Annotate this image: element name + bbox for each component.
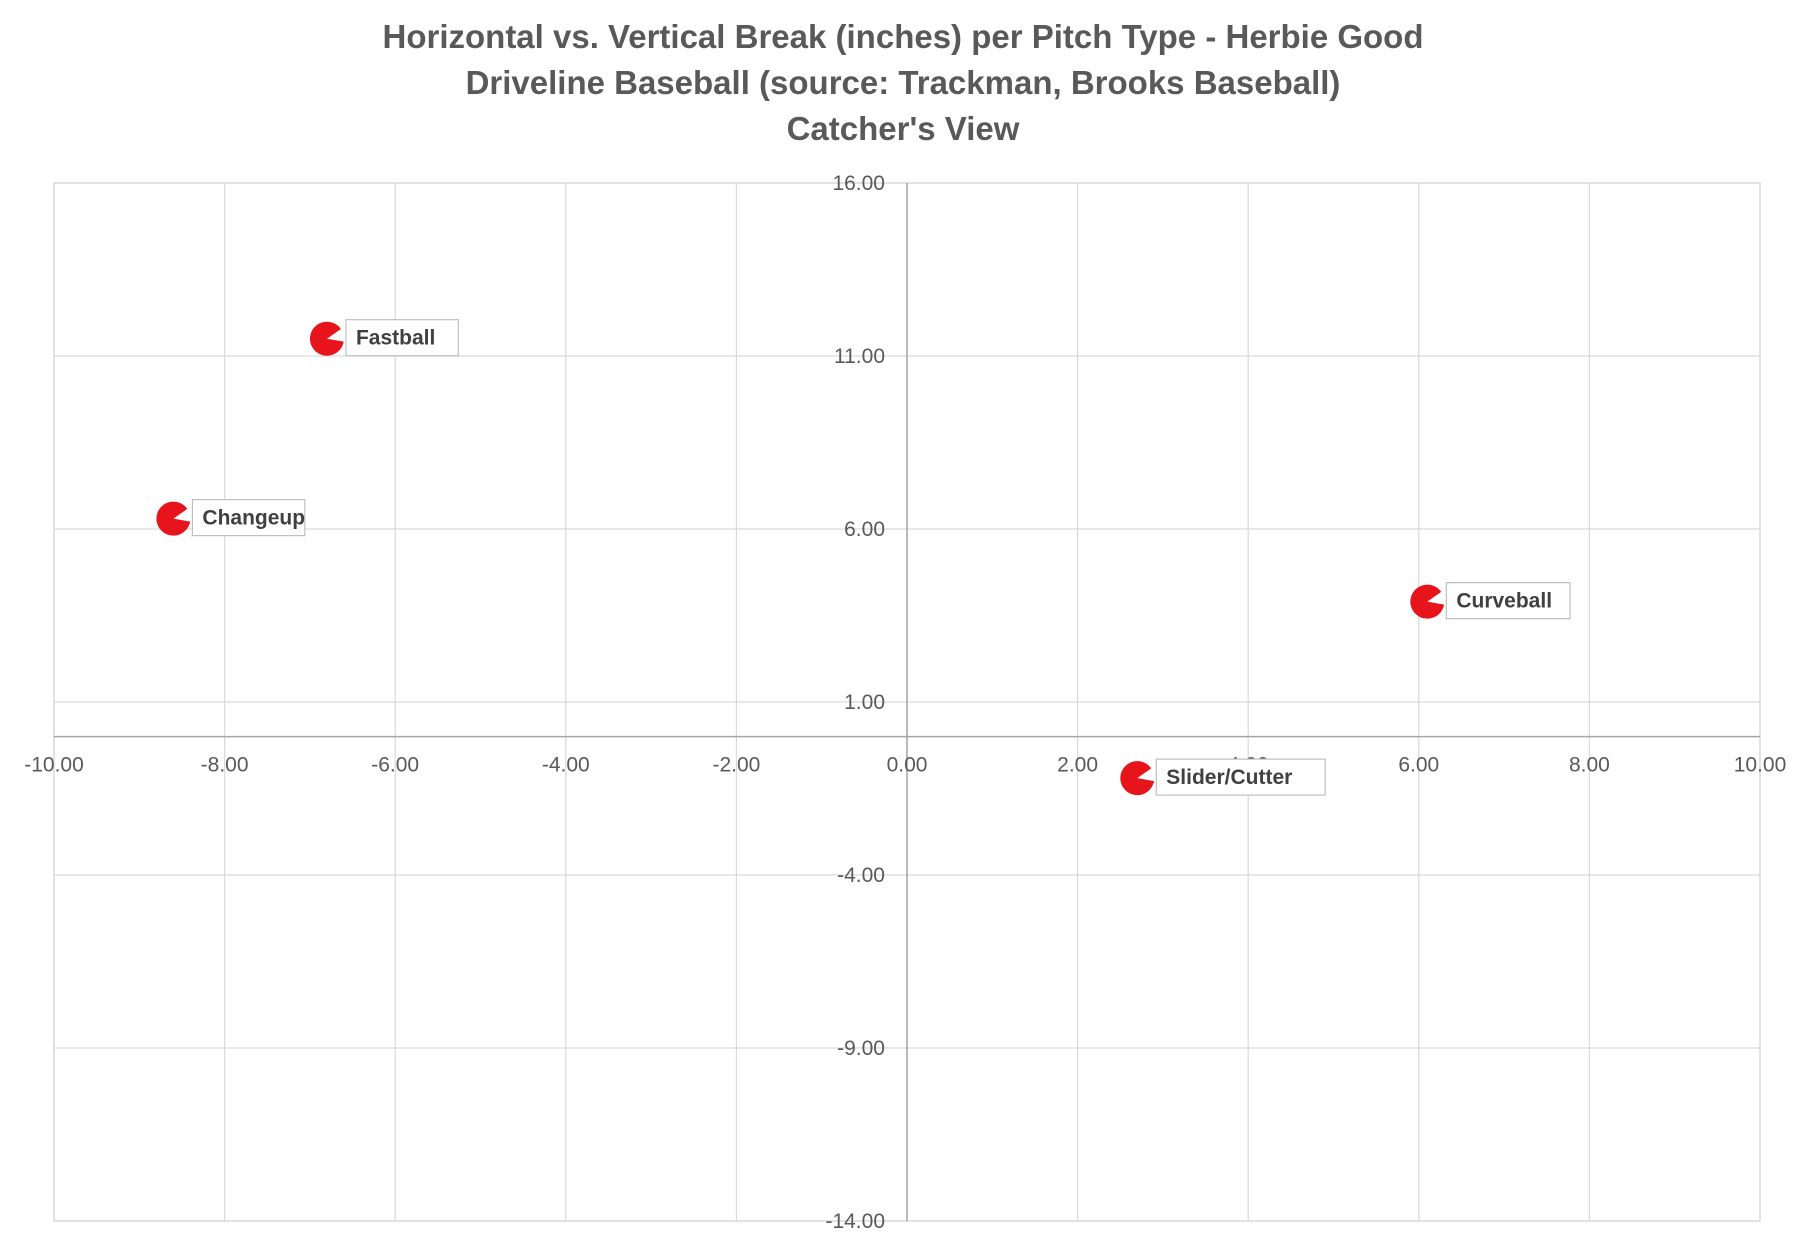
x-tick-label: 8.00 <box>1569 754 1610 777</box>
y-tick-label: -14.00 <box>825 1210 885 1233</box>
data-label: Fastball <box>356 327 435 350</box>
x-tick-label: 0.00 <box>887 754 928 777</box>
y-tick-label: -4.00 <box>837 864 885 887</box>
x-tick-label: -2.00 <box>712 754 760 777</box>
data-label: Slider/Cutter <box>1166 766 1292 789</box>
x-tick-label: 2.00 <box>1057 754 1098 777</box>
data-label: Changeup <box>202 507 305 530</box>
chart-title-line-3: Catcher's View <box>786 110 1020 147</box>
x-tick-label: -10.00 <box>24 754 84 777</box>
data-label-box <box>191 499 306 537</box>
data-point-marker <box>156 501 191 536</box>
chart-title-line-1: Horizontal vs. Vertical Break (inches) p… <box>382 18 1424 55</box>
data-point-marker <box>1410 584 1445 619</box>
chart-title: Horizontal vs. Vertical Break (inches) p… <box>0 14 1806 152</box>
y-tick-label: -9.00 <box>837 1037 885 1060</box>
data-point-marker <box>1120 761 1155 796</box>
data-label: Curveball <box>1456 590 1552 613</box>
x-tick-label: -4.00 <box>542 754 590 777</box>
data-point-marker <box>309 321 344 356</box>
y-tick-label: 11.00 <box>834 345 885 368</box>
data-label-box <box>1445 582 1571 620</box>
data-label-box <box>345 319 459 357</box>
x-tick-label: 6.00 <box>1398 754 1439 777</box>
x-tick-label: 10.00 <box>1734 754 1787 777</box>
y-tick-label: 1.00 <box>844 691 885 714</box>
x-tick-label: -6.00 <box>371 754 419 777</box>
chart-title-line-2: Driveline Baseball (source: Trackman, Br… <box>465 64 1341 101</box>
data-label-box <box>1155 758 1326 796</box>
y-tick-label: 6.00 <box>844 518 885 541</box>
x-tick-label: -8.00 <box>201 754 249 777</box>
y-tick-label: 16.00 <box>832 172 885 195</box>
